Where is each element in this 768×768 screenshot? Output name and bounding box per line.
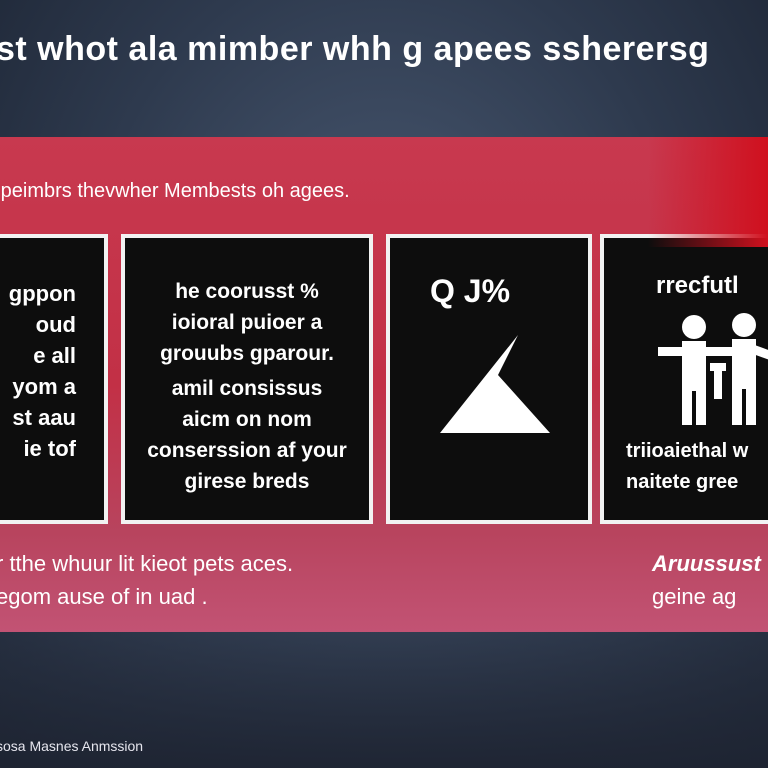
card-4-line: naitete gree: [626, 471, 739, 493]
card-2-line: aicm on nom: [182, 408, 312, 431]
card-2-line: amil consissus: [171, 377, 323, 400]
card-2-line: girese breds: [184, 470, 310, 493]
red-band: ·peimbrs thevwher Membests oh agees. gpp…: [0, 137, 768, 632]
card-4-title: rrecfutl: [656, 272, 739, 299]
info-card-1: gppon oud e all yom a st aau ie tof: [0, 234, 108, 524]
caption-left-line: egom ause of in uad .: [0, 584, 208, 609]
card-2-line: he coorusst %: [175, 280, 319, 303]
card-2-line: grouubs gparour.: [160, 342, 334, 365]
card-2-top-text: he coorusst % ioioral puioer a grouubs g…: [125, 276, 369, 369]
card-1-line: yom a: [12, 374, 76, 399]
card-4-line: triioaiethal w: [626, 440, 749, 462]
card-4-text: triioaiethal w naitete gree: [626, 436, 768, 498]
caption-left: r tthe whuur lit kieot pets aces. egom a…: [0, 547, 293, 613]
caption-left-line: r tthe whuur lit kieot pets aces.: [0, 551, 294, 576]
card-1-line: ie tof: [23, 436, 76, 461]
card-2-line: conserssion af your: [147, 439, 347, 462]
background-haze: [0, 620, 768, 768]
people-group-icon: [658, 313, 768, 425]
info-card-4: rrecfutl triioaiethal w naitete gree: [600, 234, 768, 524]
headline: st whot ala mimber whh g apees ssherersg: [0, 30, 710, 68]
card-1-text: gppon oud e all yom a st aau ie tof: [0, 278, 104, 464]
card-1-line: gppon: [8, 281, 76, 306]
card-2-line: ioioral puioer a: [171, 311, 323, 334]
card-1-line: e all: [33, 343, 76, 368]
card-2-bottom-text: amil consissus aicm on nom conserssion a…: [125, 373, 369, 497]
card-1-line: st aau: [12, 405, 76, 430]
band-subtitle: ·peimbrs thevwher Membests oh agees.: [0, 180, 350, 202]
triangle-arrow-icon: [440, 335, 550, 433]
caption-right-line: geine ag: [652, 584, 737, 609]
caption-right: Aruussust geine ag: [652, 547, 761, 613]
card-3-stat: Q J%: [430, 273, 511, 309]
info-card-2: he coorusst % ioioral puioer a grouubs g…: [121, 234, 373, 524]
footer-credit: sosa Masnes Anmssion: [0, 738, 144, 754]
caption-right-heading: Aruussust: [652, 551, 761, 576]
info-card-3: Q J%: [386, 234, 592, 524]
card-1-line: oud: [35, 312, 76, 337]
